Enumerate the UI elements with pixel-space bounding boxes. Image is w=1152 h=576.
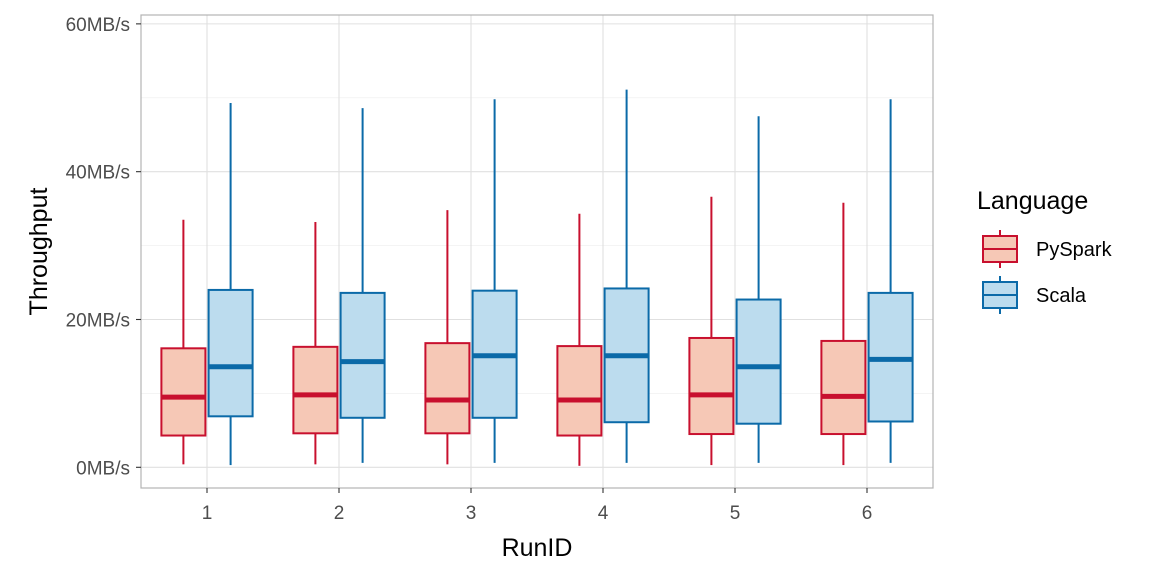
x-axis: 1 2 3 4 5 6 bbox=[202, 488, 873, 524]
box-pyspark-6 bbox=[820, 202, 867, 466]
y-tick-label: 60MB/s bbox=[66, 15, 130, 36]
box-pyspark-4 bbox=[556, 213, 603, 466]
iqr-box bbox=[207, 288, 254, 418]
box-pyspark-1 bbox=[160, 219, 207, 465]
box-scala-2 bbox=[339, 108, 386, 463]
x-tick-label: 2 bbox=[334, 503, 345, 524]
iqr-box bbox=[292, 345, 339, 435]
y-tick-label: 0MB/s bbox=[76, 458, 130, 479]
box-scala-6 bbox=[867, 99, 914, 463]
grid-layer bbox=[141, 15, 933, 488]
iqr-box bbox=[735, 298, 782, 425]
y-tick-label: 20MB/s bbox=[66, 310, 130, 331]
legend-title: Language bbox=[977, 187, 1088, 215]
iqr-box bbox=[820, 339, 867, 436]
iqr-box bbox=[556, 345, 603, 437]
iqr-box bbox=[688, 336, 735, 436]
y-axis-title: Throughput bbox=[25, 188, 53, 316]
panel-border bbox=[140, 14, 934, 489]
x-tick-label: 1 bbox=[202, 503, 213, 524]
y-tick-label: 40MB/s bbox=[66, 163, 130, 184]
box-layer bbox=[160, 89, 914, 466]
x-tick-label: 5 bbox=[730, 503, 741, 524]
iqr-box bbox=[160, 347, 207, 437]
box-pyspark-3 bbox=[424, 210, 471, 465]
box-pyspark-2 bbox=[292, 221, 339, 465]
box-scala-4 bbox=[603, 89, 650, 463]
legend-item-scala: Scala bbox=[982, 276, 1087, 314]
legend-items: PySpark Scala bbox=[982, 230, 1113, 314]
legend-label: Scala bbox=[1036, 285, 1087, 307]
x-axis-title: RunID bbox=[502, 534, 573, 562]
box-scala-3 bbox=[471, 99, 518, 463]
box-scala-5 bbox=[735, 116, 782, 463]
legend: Language PySpark Scala bbox=[977, 187, 1113, 314]
iqr-box bbox=[424, 342, 471, 435]
legend-item-pyspark: PySpark bbox=[982, 230, 1113, 268]
y-axis: 0MB/s 20MB/s 40MB/s 60MB/s bbox=[66, 15, 141, 479]
box-scala-1 bbox=[207, 102, 254, 466]
box-pyspark-5 bbox=[688, 196, 735, 466]
x-tick-label: 4 bbox=[598, 503, 609, 524]
iqr-box bbox=[339, 291, 386, 419]
x-tick-label: 3 bbox=[466, 503, 477, 524]
x-tick-label: 6 bbox=[862, 503, 873, 524]
legend-label: PySpark bbox=[1036, 239, 1113, 261]
